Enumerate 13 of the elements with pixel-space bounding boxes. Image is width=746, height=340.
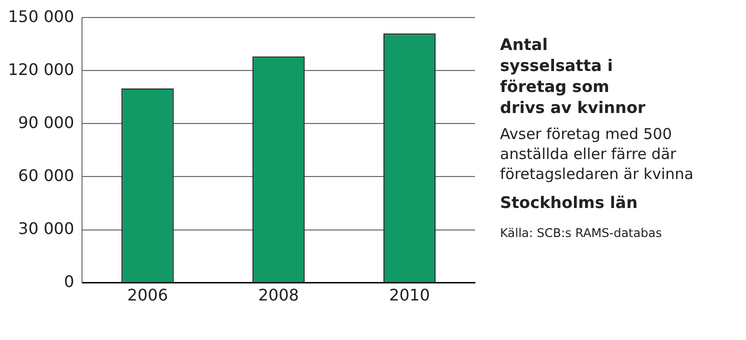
- y-tick-label: 150 000: [8, 6, 74, 26]
- text: Avser företag med 500 anställda eller färre där företagsledaren är kvinna: [500, 124, 694, 184]
- y-tick-label: 30 000: [18, 218, 74, 238]
- y-tick-label: 90 000: [18, 112, 74, 132]
- y-tick-label: 60 000: [18, 166, 74, 185]
- text: Antal sysselsatta i företag som drivs av kvinnor: [500, 34, 646, 118]
- text: Stockholms län: [500, 192, 639, 213]
- y-tick-label: 0: [64, 272, 74, 291]
- x-tick-label: 2008: [258, 286, 299, 305]
- text: Källa: SCB:s RAMS-databas: [500, 225, 663, 241]
- y-tick-label: 120 000: [8, 60, 74, 79]
- x-tick-label: 2006: [127, 286, 168, 305]
- x-tick-label: 2010: [389, 286, 430, 305]
